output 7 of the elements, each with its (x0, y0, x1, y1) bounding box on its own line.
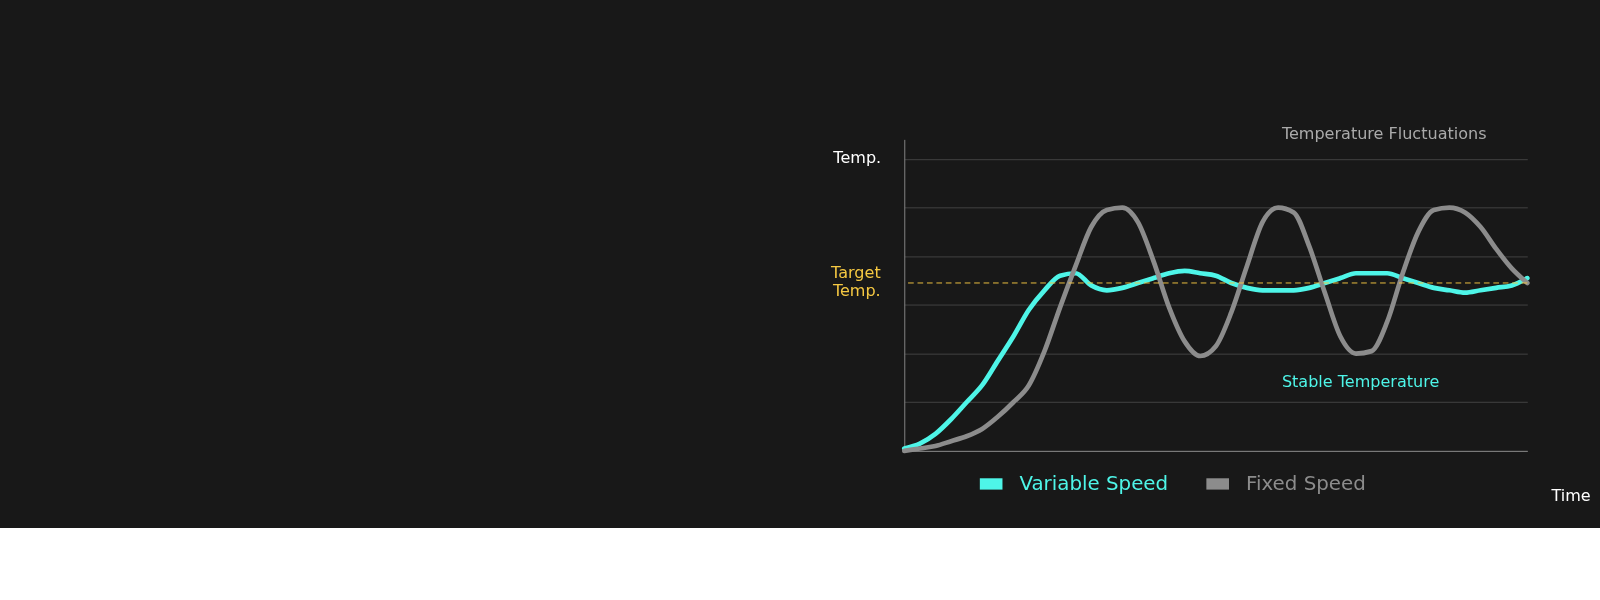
x-axis-title: Time (1550, 486, 1591, 506)
y-axis-title: Temp. (832, 147, 882, 167)
text: Temperature Fluctuations (1280, 124, 1487, 144)
legend-label: Fixed Speed (1246, 471, 1366, 495)
ref-line-label: Target Temp. (830, 263, 881, 301)
annotation: Stable Temperature (1281, 371, 1440, 391)
legend-label: Variable Speed (1019, 471, 1169, 495)
